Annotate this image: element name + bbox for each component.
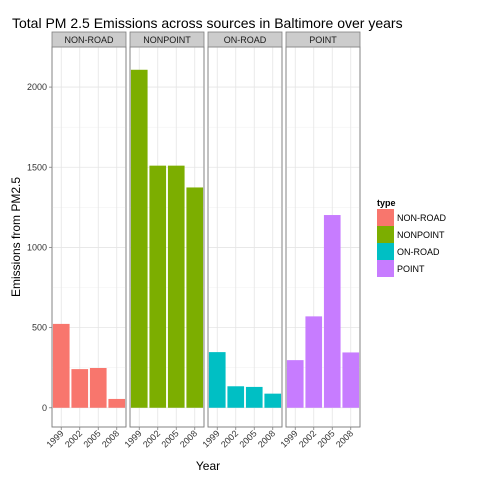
y-tick-label: 1000 xyxy=(27,242,47,252)
legend-item: POINT xyxy=(377,260,425,277)
x-tick-label: 2008 xyxy=(178,428,199,449)
x-tick-label: 1999 xyxy=(122,428,143,449)
y-tick-label: 0 xyxy=(42,403,47,413)
x-tick-label: 2008 xyxy=(334,428,355,449)
bar xyxy=(245,386,263,408)
x-tick-label: 2005 xyxy=(237,428,258,449)
y-axis-title: Emissions from PM2.5 xyxy=(9,177,23,297)
legend-label: NONPOINT xyxy=(397,230,445,240)
y-tick-label: 2000 xyxy=(27,82,47,92)
facet-strip-label: ON-ROAD xyxy=(224,35,267,45)
x-tick-label: 1999 xyxy=(278,428,299,449)
facet-strip-label: NON-ROAD xyxy=(65,35,114,45)
legend-swatch xyxy=(377,226,394,243)
legend-item: NON-ROAD xyxy=(377,209,446,226)
legend-swatch xyxy=(377,260,394,277)
bar xyxy=(71,369,89,408)
x-tick-label: 2005 xyxy=(315,428,336,449)
panel-border xyxy=(129,46,205,428)
bar xyxy=(286,360,304,408)
legend-title: type xyxy=(377,198,396,208)
legend-items: NON-ROAD NONPOINT ON-ROAD POINT xyxy=(377,209,446,277)
x-tick-label: 2002 xyxy=(141,428,162,449)
legend-item: NONPOINT xyxy=(377,226,445,243)
x-tick-label: 2005 xyxy=(81,428,102,449)
facet-strip-label: NONPOINT xyxy=(143,35,191,45)
x-tick-label: 2002 xyxy=(63,428,84,449)
x-axis-title: Year xyxy=(196,459,220,473)
bar xyxy=(208,352,226,408)
x-tick-label: 1999 xyxy=(44,428,65,449)
y-tick-label: 1500 xyxy=(27,162,47,172)
legend-item: ON-ROAD xyxy=(377,243,440,260)
x-tick-label: 2008 xyxy=(256,428,277,449)
bar xyxy=(323,215,341,408)
bar xyxy=(167,165,185,408)
bar xyxy=(149,165,167,408)
panel-border xyxy=(285,46,361,428)
facet-strip-label: POINT xyxy=(309,35,337,45)
panel-border xyxy=(207,46,283,428)
chart-title: Total PM 2.5 Emissions across sources in… xyxy=(12,15,403,31)
bar xyxy=(52,323,70,408)
bar xyxy=(108,398,126,408)
bar xyxy=(186,187,204,408)
legend-label: ON-ROAD xyxy=(397,247,440,257)
bar xyxy=(130,69,148,408)
x-tick-label: 2008 xyxy=(100,428,121,449)
x-tick-label: 2002 xyxy=(297,428,318,449)
legend-swatch xyxy=(377,209,394,226)
bar xyxy=(342,352,360,408)
bar xyxy=(89,367,107,408)
legend-swatch xyxy=(377,243,394,260)
bar xyxy=(264,393,282,408)
bar xyxy=(305,316,323,408)
legend-label: POINT xyxy=(397,264,425,274)
legend: type NON-ROAD NONPOINT ON-ROAD POINT xyxy=(377,198,446,277)
legend-label: NON-ROAD xyxy=(397,213,446,223)
y-tick-label: 500 xyxy=(32,323,47,333)
x-tick-label: 2002 xyxy=(219,428,240,449)
panel-border xyxy=(51,46,127,428)
bar xyxy=(227,386,245,408)
y-axis: 0 500 1000 1500 2000 xyxy=(27,82,52,413)
x-tick-label: 2005 xyxy=(159,428,180,449)
facet-panels: NON-ROAD1999200220052008NONPOINT19992002… xyxy=(44,31,361,450)
x-tick-label: 1999 xyxy=(200,428,221,449)
